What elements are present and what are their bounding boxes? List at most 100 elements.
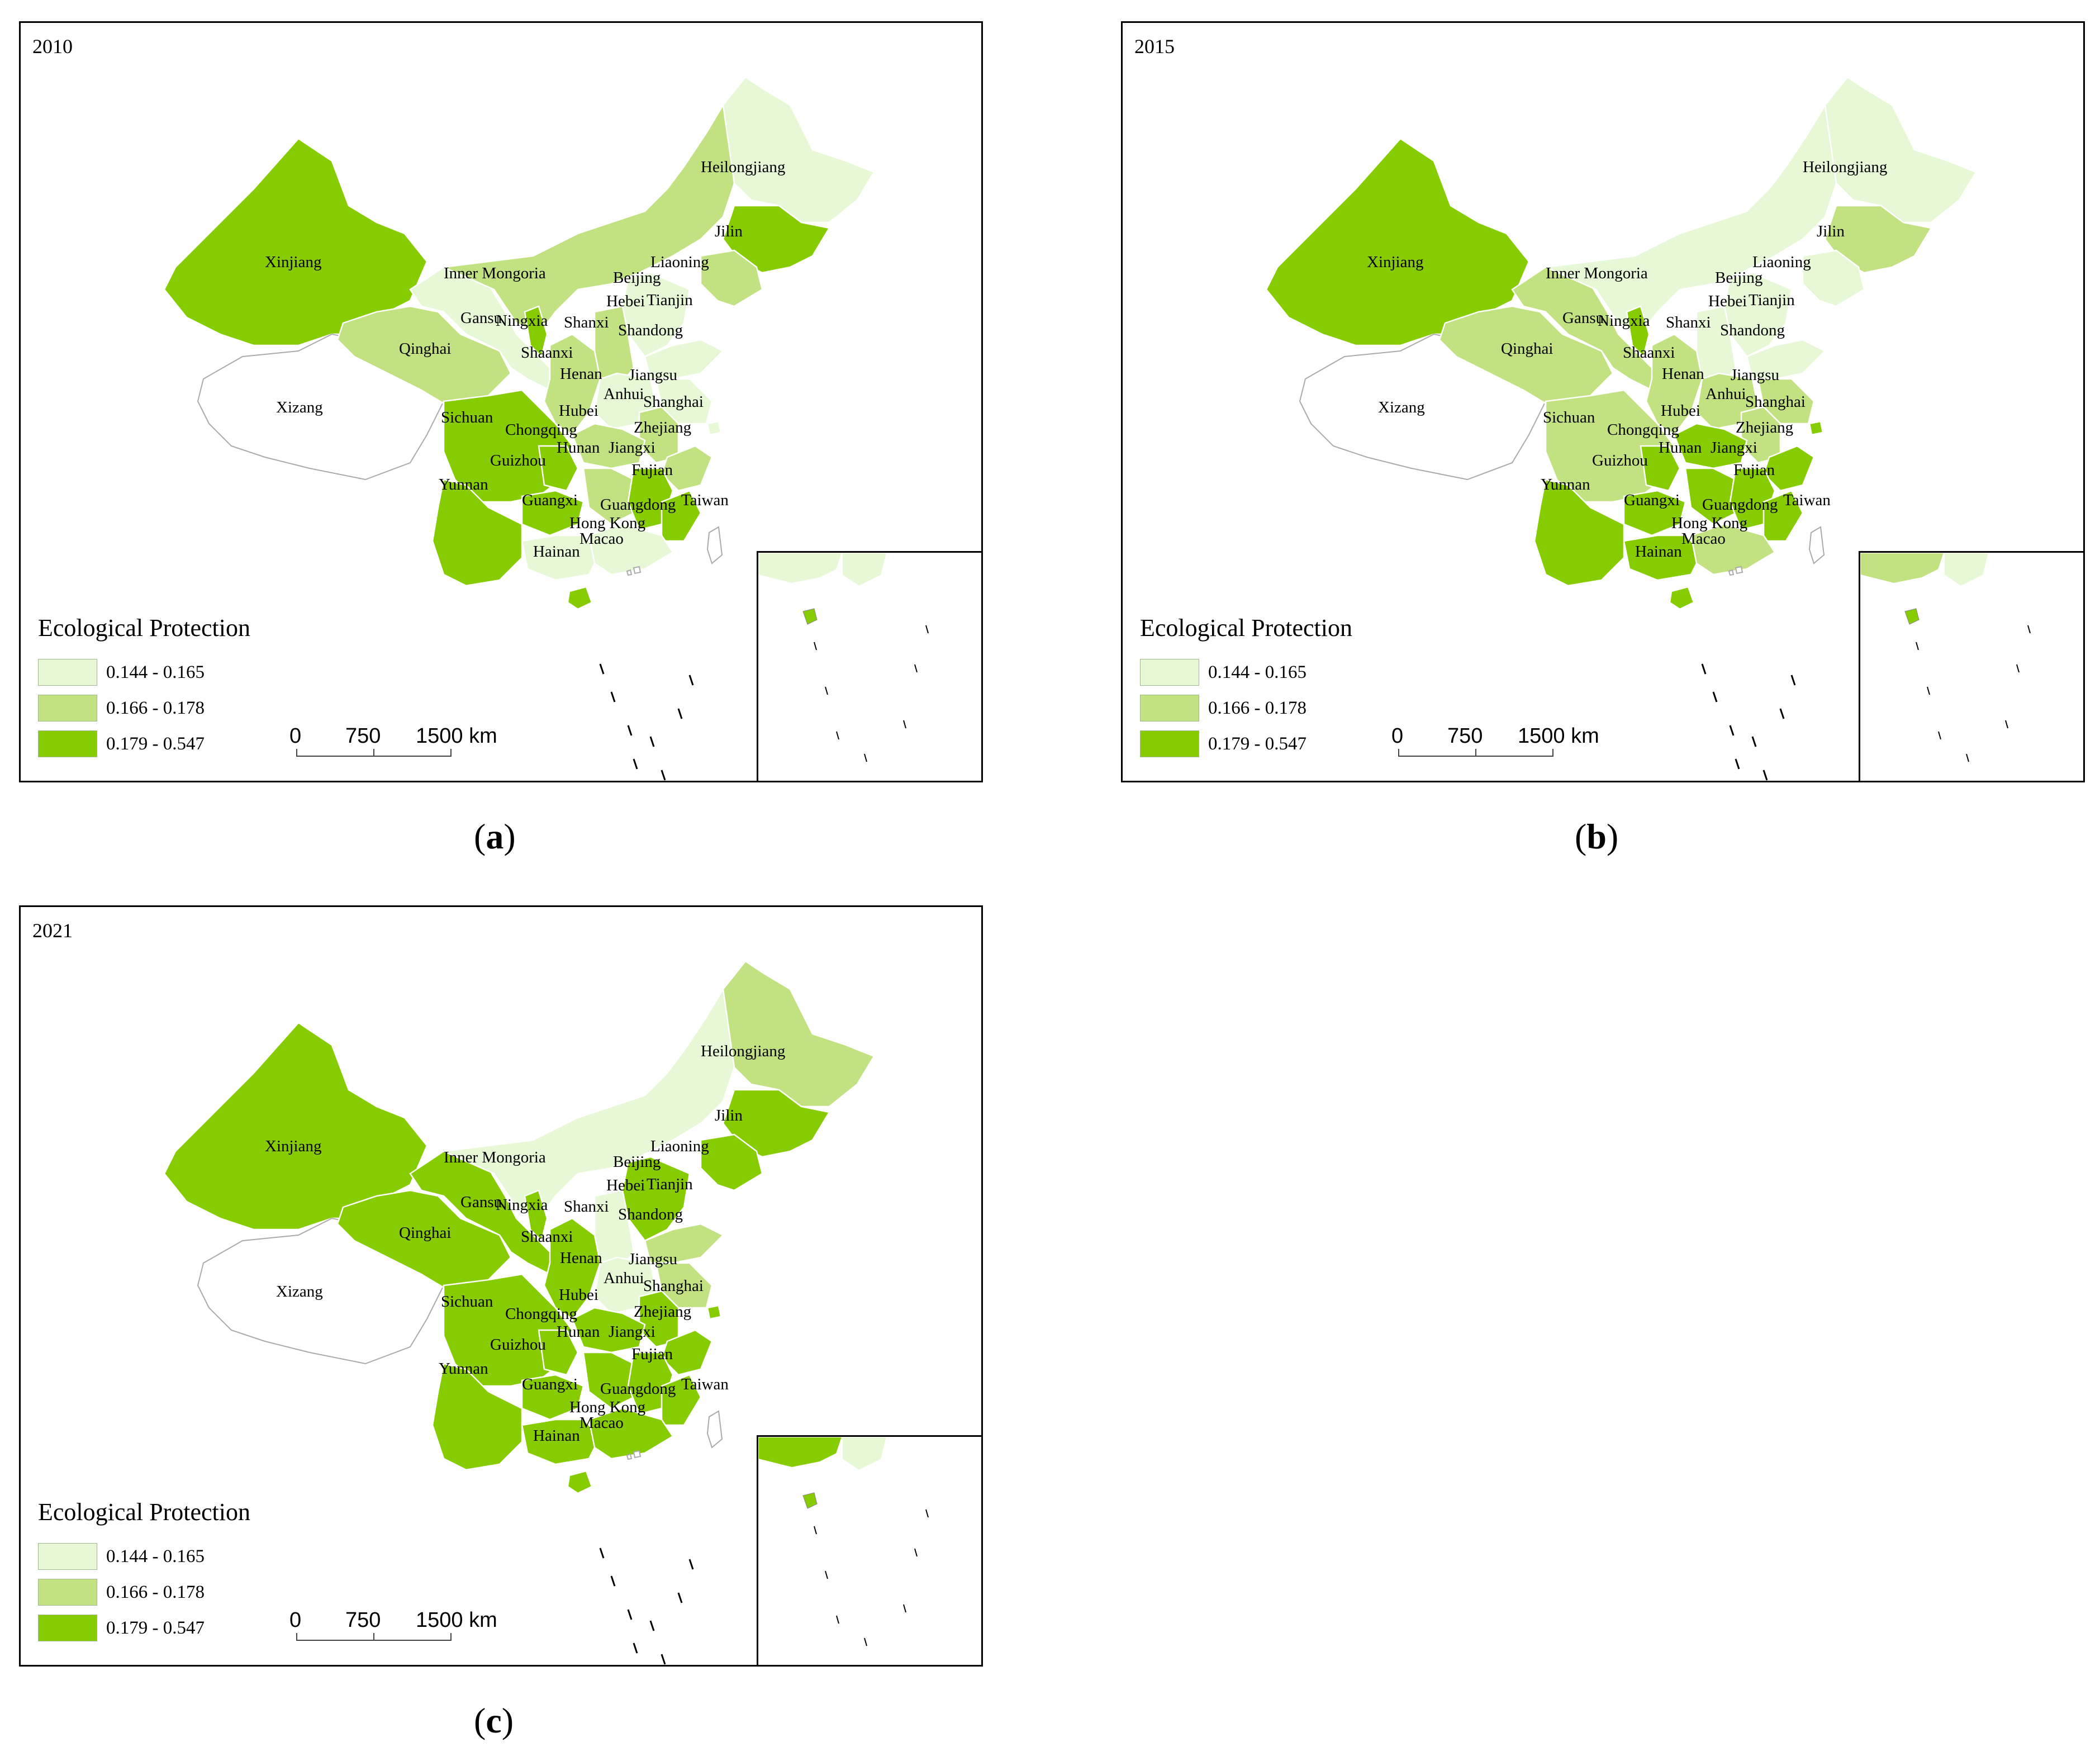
label-chongqing: Chongqing [505,421,577,439]
legend-label: 0.166 - 0.178 [1208,697,1306,718]
province-hong-kong [633,566,642,575]
label-liaoning: Liaoning [650,1137,709,1155]
legend-item: 0.166 - 0.178 [1140,690,1352,726]
boundary-dash [610,691,616,702]
legend-item: 0.144 - 0.165 [38,1539,250,1574]
province-chongqing [1640,445,1681,492]
province-hainan [567,1470,593,1494]
label-anhui: Anhui [604,1269,644,1287]
label-yunnan: Yunnan [1541,476,1590,493]
inset-boundary-dash [2016,664,2020,673]
label-taiwan: Taiwan [1783,491,1831,509]
legend-swatch [38,1579,97,1606]
province-macao [626,1453,633,1460]
label-shanghai: Shanghai [643,393,704,411]
inset-boundary-dash [825,1570,828,1579]
label-hong-kong: Hong Kong [569,1398,645,1416]
label-hunan: Hunan [1659,439,1702,457]
label-qinghai: Qinghai [1501,340,1553,358]
boundary-dash [1729,725,1735,736]
label-tianjin: Tianjin [1749,291,1795,309]
scale-label-0: 0 [289,1608,302,1632]
province-hong-kong [1735,566,1743,575]
legend: Ecological Protection 0.144 - 0.165 0.16… [38,1498,250,1646]
boundary-dash [677,1592,683,1603]
label-zhejiang: Zhejiang [1736,419,1793,436]
province-yunnan [431,478,523,587]
legend-label: 0.179 - 0.547 [106,733,205,754]
province-shandong [1746,339,1827,380]
boundary-dash [627,725,633,736]
legend-item: 0.166 - 0.178 [38,1574,250,1610]
province-shaanxi [543,333,601,436]
boundary-dash [661,1654,666,1665]
label-ningxia: Ningxia [496,1196,548,1214]
inset-hainan [802,1492,818,1509]
boundary-dash [1701,663,1707,675]
province-shandong [644,339,725,380]
scale-tick [296,749,297,757]
label-sichuan: Sichuan [441,409,493,426]
label-shanxi: Shanxi [564,314,609,331]
legend-item: 0.144 - 0.165 [1140,654,1352,690]
inset-boundary-dash [836,731,839,740]
label-hunan: Hunan [557,1323,600,1341]
scale-tick [296,1633,297,1641]
boundary-dash [649,736,655,747]
label-taiwan: Taiwan [681,1375,729,1393]
province-qinghai [336,1189,512,1292]
province-macao [626,569,633,576]
label-xinjiang: Xinjiang [265,1137,322,1155]
label-hainan: Hainan [533,543,580,561]
province-map: Xinjiang Xizang Qinghai Gansu Inner Mongoria… [1265,75,1977,781]
inset-boundary-dash [925,1509,929,1518]
boundary-dash [627,1609,633,1620]
label-chongqing: Chongqing [505,1305,577,1323]
boundary-dash [688,1559,694,1570]
legend-title: Ecological Protection [38,614,250,642]
province-ningxia [524,1189,548,1242]
label-shaanxi: Shaanxi [521,344,573,362]
inset-boundary-dash [1938,731,1941,740]
label-xizang: Xizang [276,1283,323,1300]
panel-caption-c: (c) [474,1701,514,1740]
label-sichuan: Sichuan [441,1293,493,1311]
label-heilongjiang: Heilongjiang [1803,158,1887,176]
label-ningxia: Ningxia [496,312,548,330]
province-xinjiang [1265,137,1530,346]
label-fujian: Fujian [1733,461,1775,479]
label-jilin: Jilin [1817,222,1845,240]
label-qinghai: Qinghai [399,1224,451,1242]
legend-label: 0.166 - 0.178 [106,1582,205,1602]
province-qinghai [336,305,512,408]
province-liaoning [700,249,763,307]
scale-label-0: 0 [289,724,302,748]
label-jiangsu: Jiangsu [629,1250,677,1268]
province-heilongjiang [722,960,875,1108]
inset-boundary-dash [814,1526,817,1535]
boundary-dash [633,758,638,770]
province-sichuan [443,1273,573,1387]
label-macao: Macao [1681,530,1726,548]
south-china-sea-inset [757,1435,983,1667]
inset-boundary-dash [825,686,828,695]
panel-caption-a: (a) [474,817,516,856]
label-gansu: Gansu [460,1193,502,1211]
province-shanghai [706,420,722,436]
province-taiwan [1808,526,1825,564]
label-shandong: Shandong [618,1205,683,1223]
label-tianjin: Tianjin [647,291,693,309]
label-shanxi: Shanxi [1666,314,1711,331]
label-guangdong: Guangdong [600,1380,676,1398]
province-liaoning [700,1133,763,1192]
label-shanxi: Shanxi [564,1198,609,1216]
label-shanghai: Shanghai [643,1277,704,1295]
scale-label-1500: 1500 km [416,1608,497,1632]
province-hong-kong [633,1450,642,1459]
map-panel-2010: Xinjiang Xizang Qinghai Gansu Inner Mongoria… [19,21,983,782]
legend-label: 0.144 - 0.165 [1208,662,1306,682]
inset-boundary-dash [914,664,918,673]
label-macao: Macao [579,1414,624,1432]
label-hong-kong: Hong Kong [1671,514,1747,532]
scale-label-1500: 1500 km [416,724,497,748]
